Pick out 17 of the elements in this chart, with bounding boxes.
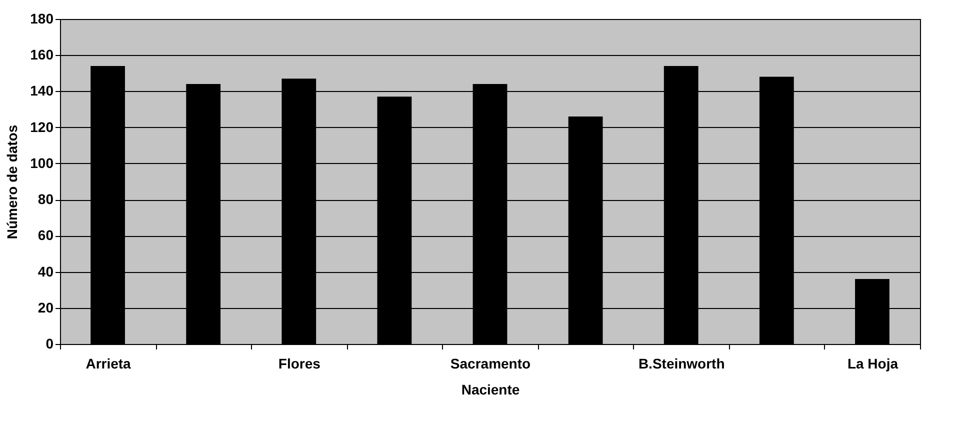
y-tick-label: 0	[46, 336, 54, 352]
x-tick-label: Sacramento	[450, 356, 531, 372]
x-tick-label: Flores	[278, 356, 321, 372]
x-tick-label: Arrieta	[86, 356, 132, 372]
y-tick-label: 80	[38, 191, 54, 208]
x-axis-title: Naciente	[461, 382, 520, 398]
x-tick-label: B.Steinworth	[638, 356, 725, 372]
y-axis-title: Número de datos	[4, 124, 20, 240]
y-tick-label: 160	[30, 46, 54, 63]
y-tick-label: 60	[38, 227, 54, 244]
y-tick-label: 120	[30, 118, 54, 135]
x-tick-label: La Hoja	[847, 356, 898, 372]
y-tick-label: 180	[30, 10, 54, 26]
y-tick-label: 140	[30, 82, 54, 99]
y-tick-label: 100	[30, 154, 54, 171]
y-tick-label: 20	[38, 299, 54, 316]
y-tick-label: 40	[38, 263, 54, 280]
